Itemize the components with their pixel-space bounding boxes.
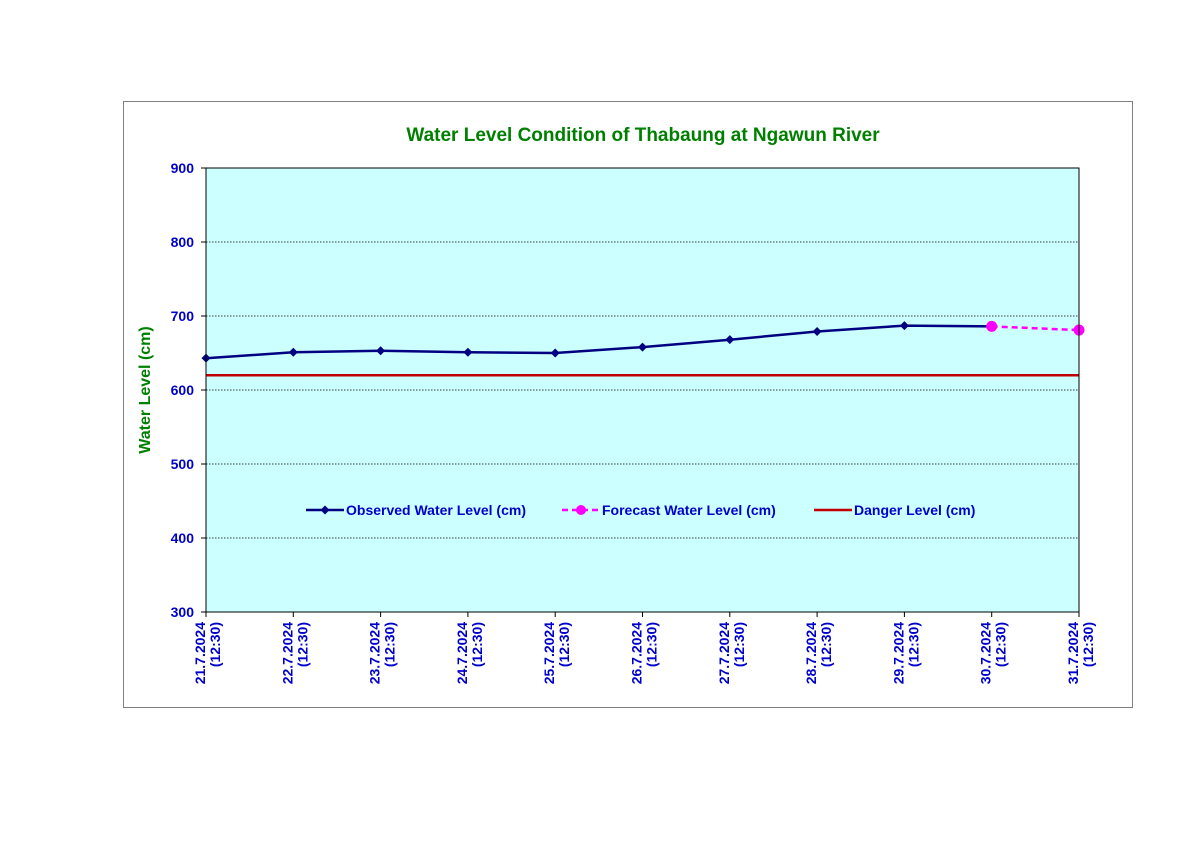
y-tick-label: 500 — [171, 456, 195, 472]
x-tick-time: (12:30) — [905, 622, 921, 667]
x-tick-text: 26.7.2024(12:30) — [629, 622, 660, 684]
legend-item-2: Danger Level (cm) — [814, 502, 975, 518]
x-tick-date: 23.7.2024 — [367, 622, 383, 684]
x-tick-label: 24.7.2024(12:30) — [454, 622, 485, 684]
x-tick-time: (12:30) — [1080, 622, 1096, 667]
x-tick-date: 25.7.2024 — [541, 622, 557, 684]
x-tick-date: 24.7.2024 — [454, 622, 470, 684]
x-tick-time: (12:30) — [207, 622, 223, 667]
x-tick-labels: 21.7.2024(12:30) 22.7.2024(12:30) 23.7.202… — [192, 622, 1096, 684]
x-tick-date: 22.7.2024 — [279, 622, 295, 684]
x-tick-text: 28.7.2024(12:30) — [803, 622, 834, 684]
x-tick-text: 22.7.2024(12:30) — [279, 622, 310, 684]
x-tick-label: 28.7.2024(12:30) — [803, 622, 834, 684]
x-tick-text: 25.7.2024(12:30) — [541, 622, 572, 684]
y-tick-label: 600 — [171, 382, 195, 398]
grid-lines — [206, 241, 1079, 539]
x-tick-text: 31.7.2024(12:30) — [1065, 622, 1096, 684]
x-tick-label: 30.7.2024(12:30) — [978, 622, 1009, 684]
x-tick-date: 30.7.2024 — [978, 622, 994, 684]
x-tick-date: 28.7.2024 — [803, 622, 819, 684]
x-tick-time: (12:30) — [993, 622, 1009, 667]
x-tick-time: (12:30) — [382, 622, 398, 667]
legend-swatch-marker — [576, 505, 586, 515]
x-tick-text: 27.7.2024(12:30) — [716, 622, 747, 684]
y-axis-label: Water Level (cm) — [137, 326, 154, 453]
data-point — [812, 327, 822, 337]
data-point — [463, 347, 473, 357]
x-tick-label: 22.7.2024(12:30) — [279, 622, 310, 684]
x-tick-label: 25.7.2024(12:30) — [541, 622, 572, 684]
y-tick-label: 400 — [171, 530, 195, 546]
x-tick-text: 23.7.2024(12:30) — [367, 622, 398, 684]
y-tick-label: 900 — [171, 160, 195, 176]
legend-swatch-marker — [320, 505, 330, 515]
data-point — [550, 348, 560, 358]
x-tick-time: (12:30) — [644, 622, 660, 667]
series-line — [991, 325, 1080, 332]
data-point — [288, 347, 298, 357]
x-tick-time: (12:30) — [731, 622, 747, 667]
x-tick-date: 29.7.2024 — [890, 622, 906, 684]
x-tick-time: (12:30) — [294, 622, 310, 667]
legend-item-0: Observed Water Level (cm) — [306, 502, 526, 518]
data-point — [899, 321, 909, 331]
series-line — [205, 324, 992, 360]
x-tick-text: 21.7.2024(12:30) — [192, 622, 223, 684]
x-tick-date: 27.7.2024 — [716, 622, 732, 684]
chart-frame: Water Level Condition of Thabaung at Nga… — [123, 101, 1133, 708]
y-tick-label: 700 — [171, 308, 195, 324]
x-tick-time: (12:30) — [469, 622, 485, 667]
legend-item-1: Forecast Water Level (cm) — [562, 502, 776, 518]
x-tick-date: 26.7.2024 — [629, 622, 645, 684]
data-point — [725, 335, 735, 345]
legend-label: Forecast Water Level (cm) — [602, 502, 776, 518]
chart-title: Water Level Condition of Thabaung at Nga… — [406, 125, 880, 146]
x-tick-date: 31.7.2024 — [1065, 622, 1081, 684]
x-tick-label: 29.7.2024(12:30) — [890, 622, 921, 684]
x-tick-time: (12:30) — [818, 622, 834, 667]
y-tick-labels: 300 400 500 600 700 800 900 — [171, 160, 195, 620]
y-tick-label: 800 — [171, 234, 195, 250]
series-layer — [201, 320, 1085, 377]
legend-label: Danger Level (cm) — [854, 502, 975, 518]
data-point — [376, 346, 386, 356]
x-tick-label: 26.7.2024(12:30) — [629, 622, 660, 684]
x-tick-label: 23.7.2024(12:30) — [367, 622, 398, 684]
water-level-chart: Water Level Condition of Thabaung at Nga… — [137, 125, 1096, 684]
legend: Observed Water Level (cm) Forecast Water … — [306, 502, 975, 518]
x-tick-label: 27.7.2024(12:30) — [716, 622, 747, 684]
y-tick-label: 300 — [171, 604, 195, 620]
x-tick-date: 21.7.2024 — [192, 622, 208, 684]
x-tick-label: 31.7.2024(12:30) — [1065, 622, 1096, 684]
x-tick-text: 24.7.2024(12:30) — [454, 622, 485, 684]
x-tick-text: 29.7.2024(12:30) — [890, 622, 921, 684]
data-point — [638, 342, 647, 352]
x-tick-time: (12:30) — [556, 622, 572, 667]
x-tick-text: 30.7.2024(12:30) — [978, 622, 1009, 684]
data-point — [986, 320, 998, 332]
x-tick-label: 21.7.2024(12:30) — [192, 622, 223, 684]
legend-label: Observed Water Level (cm) — [346, 502, 526, 518]
axes — [201, 167, 1080, 617]
